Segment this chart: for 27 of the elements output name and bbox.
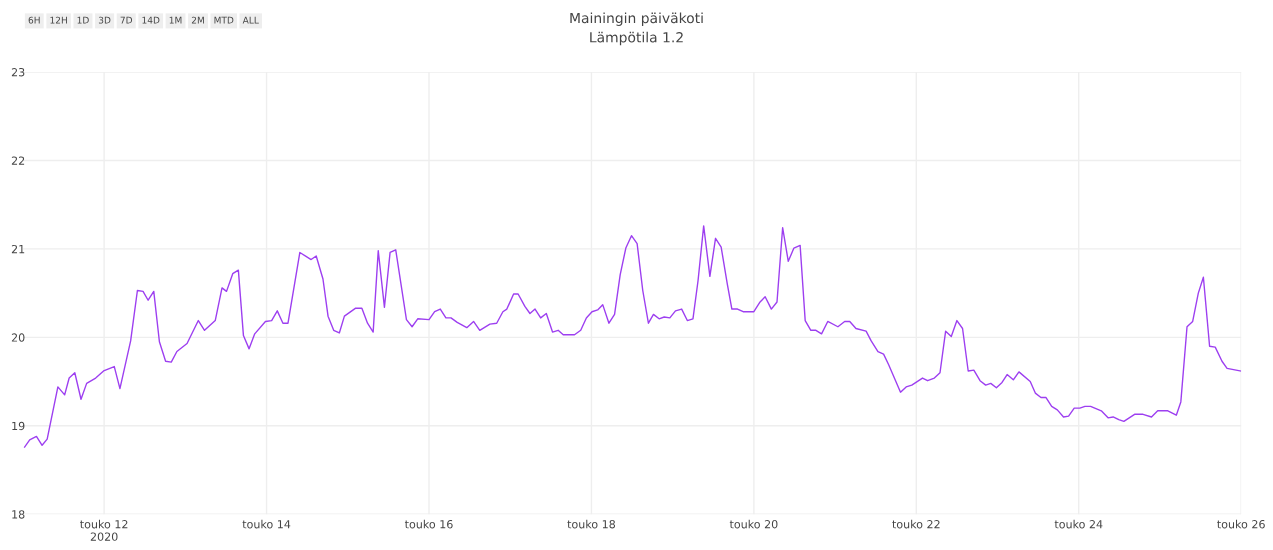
x-tick-label: touko 14 [242,519,291,529]
x-tick-label: touko 16 [404,519,453,529]
text: 6H [28,16,40,24]
text: MTD [214,16,234,24]
x-tick-label: touko 12 2020 [80,519,128,541]
x-tick-label: touko 24 [1054,519,1103,529]
y-tick-label: 22 [11,156,25,165]
y-tick-label: 19 [12,421,25,431]
x-tick-label: touko 18 [567,519,616,529]
y-tick-label: 18 [12,510,25,519]
text: 7D [120,16,133,24]
text: 12H [50,16,67,24]
y-tick-label: 23 [11,68,25,77]
y-tick-label: 21 [11,244,25,254]
text: 2M [191,16,204,24]
chart-subtitle: Lämpötila 1.2 [590,31,683,46]
chart-title: Mainingin päiväkoti [570,12,703,26]
x-tick-label: touko 20 [729,519,778,529]
x-tick-label: touko 22 [892,519,940,529]
text: 14D [142,16,160,24]
y-tick-label: 20 [11,333,25,342]
text: 3D [98,16,111,24]
text: 1M [169,16,182,24]
x-tick-label: touko 26 [1217,519,1265,529]
line-series [23,225,1242,448]
text: 1D [77,16,89,24]
text: ALL [242,16,259,24]
